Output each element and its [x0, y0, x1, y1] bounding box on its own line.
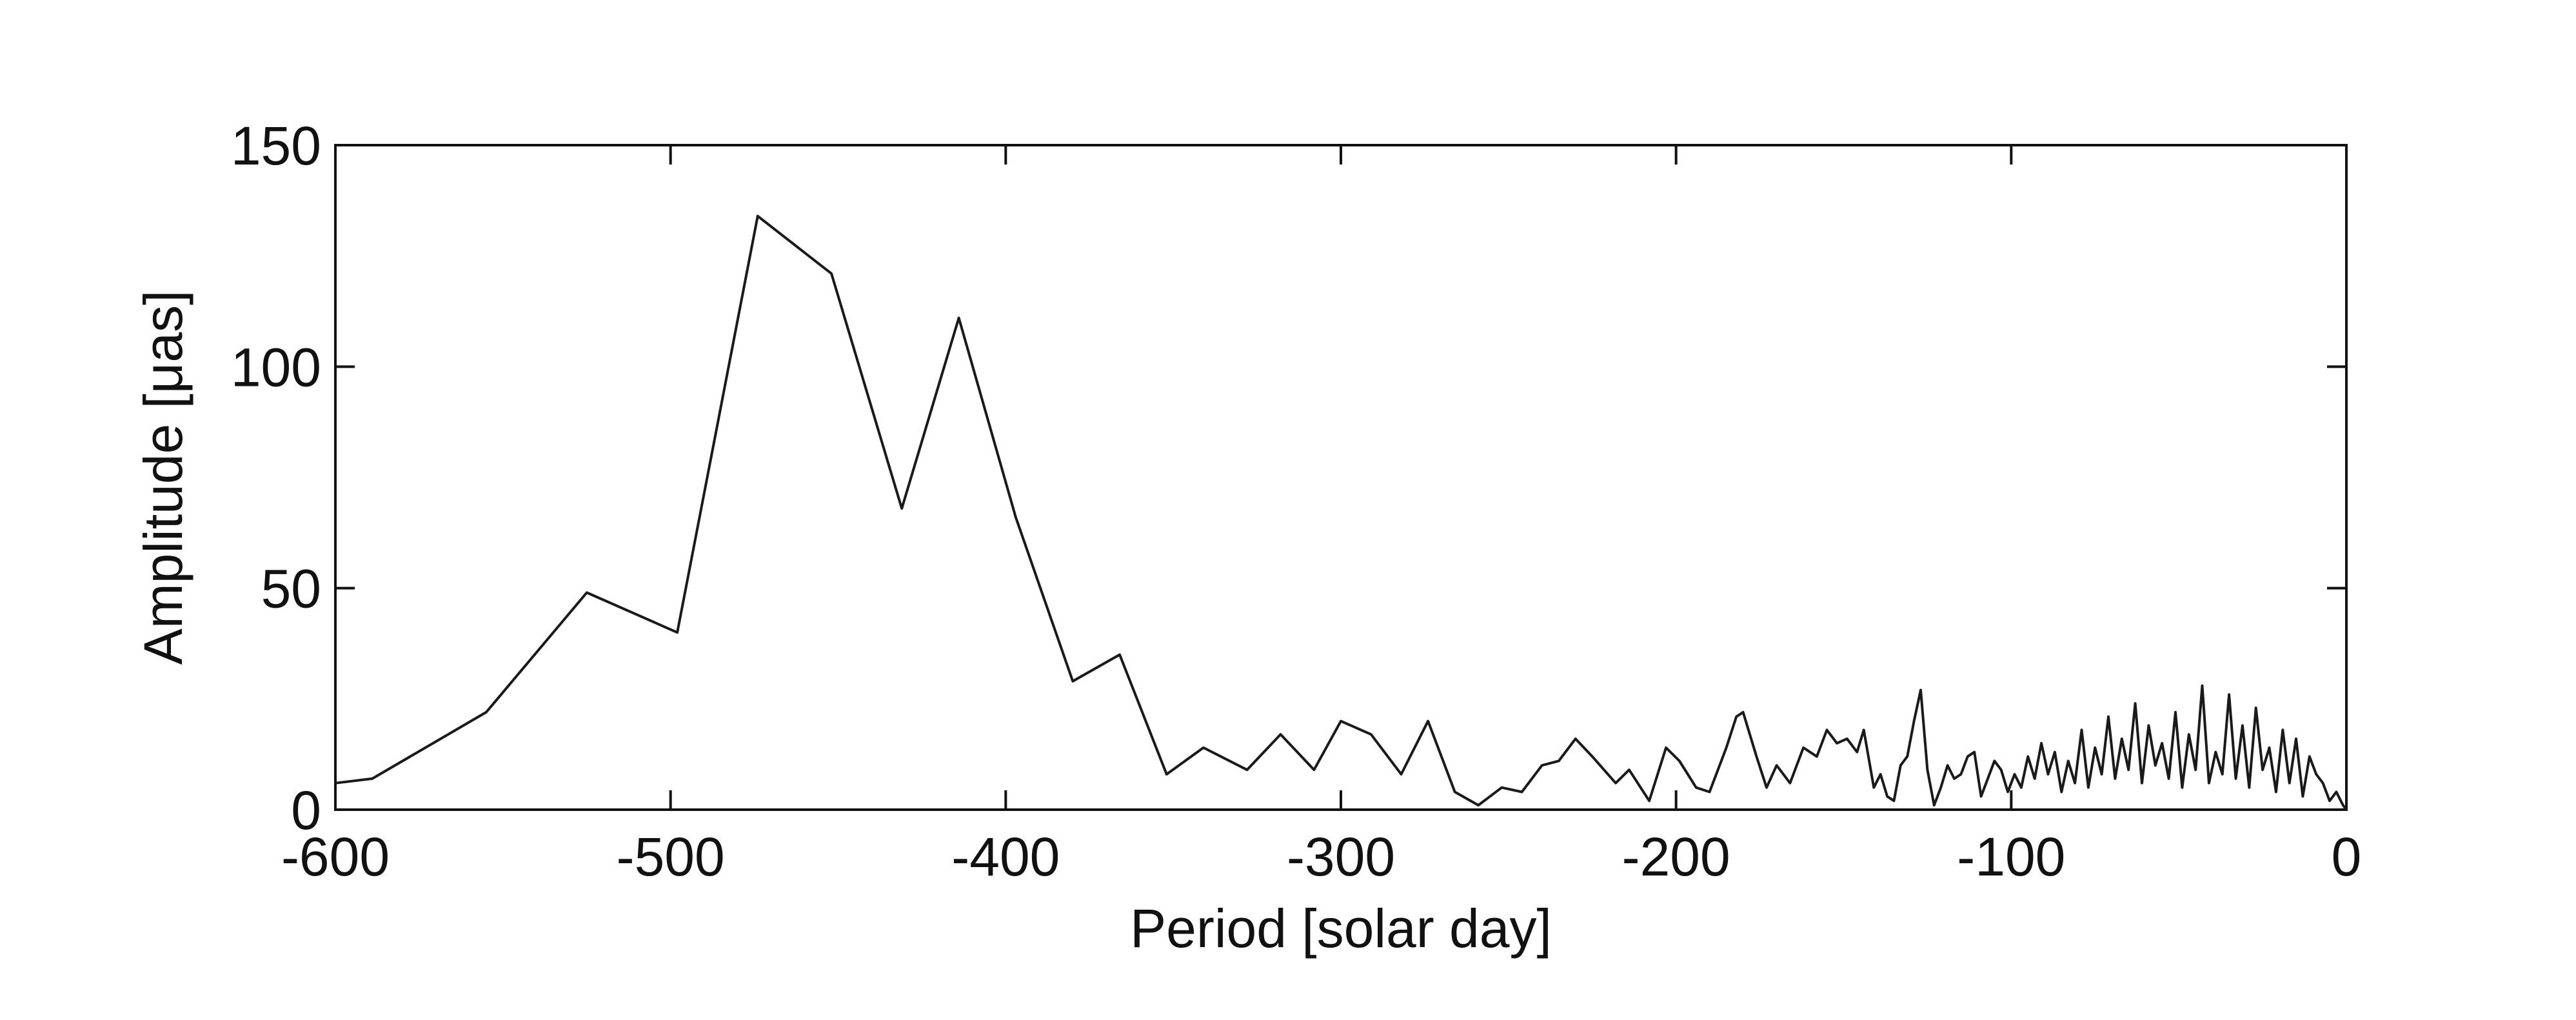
y-tick-label: 50 — [261, 559, 321, 619]
x-tick-label: -400 — [951, 826, 1060, 887]
y-tick-label: 100 — [231, 337, 321, 397]
x-tick-label: -600 — [281, 826, 390, 887]
amplitude-series-line — [335, 214, 2348, 811]
x-axis: -600 -500 -400 -300 -200 -100 0 — [281, 145, 2361, 887]
x-axis-title: Period [solar day] — [1130, 898, 1552, 959]
y-axis: 0 50 100 150 — [231, 115, 2346, 841]
x-tick-label: -100 — [1957, 826, 2065, 887]
x-tick-label: -200 — [1622, 826, 1730, 887]
x-tick-label: 0 — [2332, 826, 2362, 887]
y-tick-label: 0 — [291, 780, 321, 841]
y-tick-label: 150 — [231, 115, 321, 176]
x-tick-label: -300 — [1287, 826, 1395, 887]
plot-frame — [334, 144, 2348, 811]
y-axis-title: Amplitude [μas] — [133, 290, 193, 665]
plot-area — [335, 214, 2348, 811]
x-tick-label: -500 — [617, 826, 725, 887]
